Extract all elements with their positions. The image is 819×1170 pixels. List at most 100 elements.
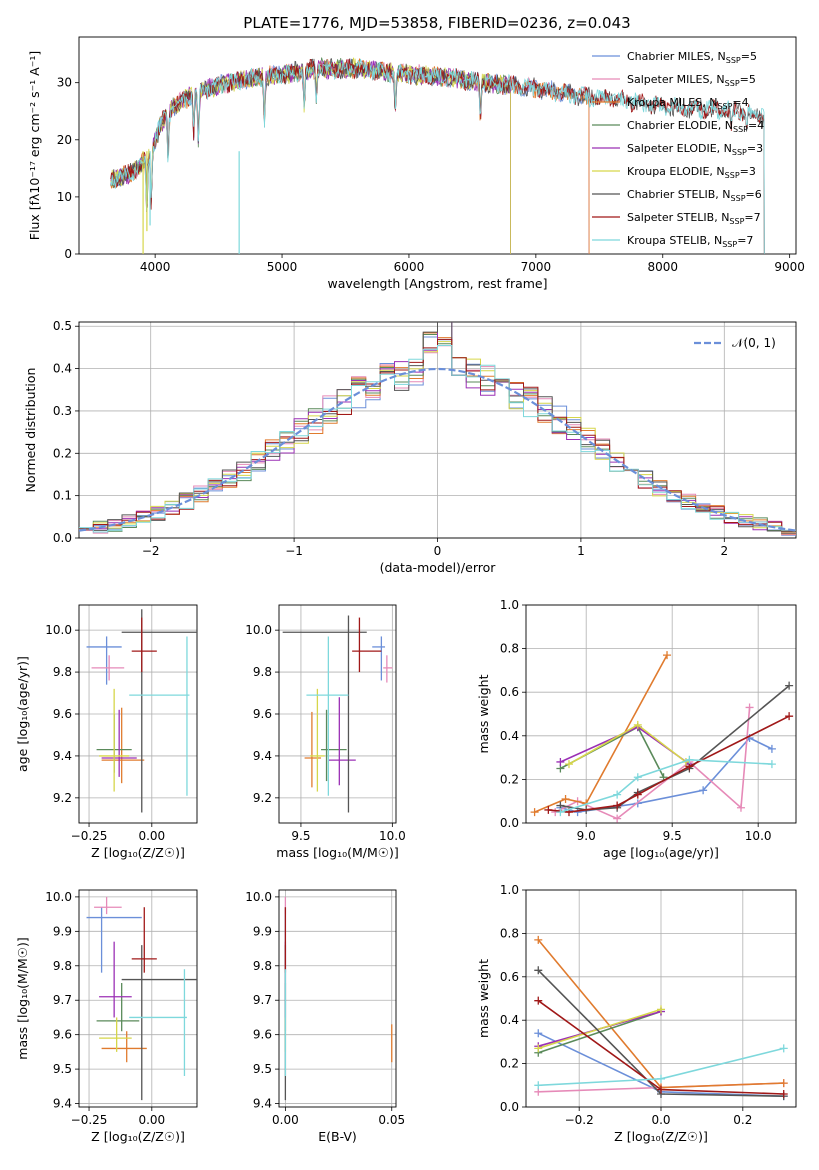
- series-marker: [633, 790, 642, 799]
- series-line: [560, 737, 773, 813]
- point-salpeter-stelib: [352, 617, 382, 673]
- series-marker: [534, 1029, 543, 1038]
- series-marker: [785, 681, 794, 690]
- series-marker: [657, 1085, 665, 1094]
- y-axis-label: Normed distribution: [23, 368, 38, 493]
- y-tick-label: 9.4: [53, 1097, 72, 1111]
- series-marker: [534, 935, 543, 944]
- plot-frame: [78, 604, 198, 824]
- x-tick-label: 10.0: [745, 829, 772, 843]
- y-tick-label: 10: [57, 190, 72, 204]
- y-tick-label: 10.0: [45, 623, 72, 637]
- x-tick-label: 5000: [267, 260, 298, 274]
- x-tick-label: 1: [577, 544, 585, 558]
- plot-frame: [78, 36, 797, 255]
- legend-label-chabrier-elodie: Chabrier ELODIE, NSSP=4: [627, 119, 764, 134]
- series-kroupa-stelib: [556, 755, 776, 817]
- plot-frame: [525, 604, 797, 824]
- y-tick-label: 0.0: [53, 531, 72, 545]
- point-kroupa-stelib: [129, 636, 190, 796]
- point-chabrier-stelib: [121, 609, 197, 813]
- series-marker: [564, 760, 573, 769]
- x-axis-label: age [log₁₀(age/yr)]: [603, 845, 719, 860]
- x-tick-label: −0.25: [71, 829, 108, 843]
- y-tick-label: 9.9: [53, 924, 72, 938]
- series-salpeter-elodie: [556, 723, 694, 769]
- y-tick-label: 9.5: [53, 1062, 72, 1076]
- y-tick-label: 9.7: [253, 993, 272, 1007]
- age-vs-mass-points: [282, 615, 393, 813]
- x-axis-label: mass [log₁₀(M/M☉)]: [276, 845, 398, 860]
- y-axis-label: Flux [fλ10⁻¹⁷ erg cm⁻² s⁻¹ A⁻¹]: [27, 51, 42, 240]
- x-tick-label: 8000: [647, 260, 678, 274]
- y-tick-label: 0.1: [53, 489, 72, 503]
- x-tick-label: −0.25: [71, 1113, 108, 1127]
- x-tick-label: 0.00: [138, 1113, 165, 1127]
- plot-frame: [525, 889, 797, 1108]
- y-tick-label: 0.8: [500, 642, 519, 656]
- series-marker: [534, 1081, 543, 1090]
- y-tick-label: 30: [57, 76, 72, 90]
- series-marker: [699, 786, 708, 795]
- series-marker: [779, 1079, 788, 1088]
- point-salpeter-stelib: [131, 617, 157, 673]
- x-tick-label: −2: [142, 544, 160, 558]
- y-tick-label: 9.4: [253, 749, 272, 763]
- y-tick-label: 0.2: [53, 446, 72, 460]
- plot-frame: [78, 889, 198, 1108]
- series-marker: [556, 757, 565, 766]
- weight-vs-Z-axes: −0.2 0.0 0.2 0.0 0.2 0.4 0.6 0.8 1.0 Z [log₁₀(Z/Z…: [476, 883, 797, 1144]
- x-tick-label: −1: [285, 544, 303, 558]
- x-tick-label: 0.2: [733, 1113, 752, 1127]
- y-tick-label: 10.0: [245, 623, 272, 637]
- series-marker: [613, 814, 622, 823]
- y-tick-label: 9.6: [253, 707, 272, 721]
- point-chabrier-miles: [86, 636, 122, 685]
- y-tick-label: 9.2: [253, 791, 272, 805]
- y-tick-label: 0.6: [500, 685, 519, 699]
- series-marker: [633, 773, 642, 782]
- y-tick-label: 9.7: [53, 993, 72, 1007]
- series-marker: [534, 966, 543, 975]
- point-chabrier-elodie: [321, 709, 347, 782]
- histogram-chabrier-stelib: [79, 322, 796, 532]
- point-chabrier-miles: [86, 907, 142, 973]
- x-tick-label: 9000: [774, 260, 805, 274]
- x-tick-label: 4000: [140, 260, 171, 274]
- x-tick-label: 7000: [521, 260, 552, 274]
- legend-label-normal: 𝒩(0, 1): [732, 336, 776, 350]
- x-axis-label: Z [log₁₀(Z/Z☉)]: [91, 1129, 185, 1144]
- weight-vs-age-axes: 9.0 9.5 10.0 0.0 0.2 0.4 0.6 0.8 1.0 age [log₁₀(a…: [476, 598, 797, 860]
- x-tick-label: 0.00: [138, 829, 165, 843]
- legend-label-kroupa-stelib: Kroupa STELIB, NSSP=7: [627, 234, 753, 249]
- series-line: [554, 707, 751, 820]
- normal-curve: [79, 367, 796, 532]
- legend-label-salpeter-stelib: Salpeter STELIB, NSSP=7: [627, 211, 761, 226]
- x-tick-label: 2: [720, 544, 728, 558]
- point-kroupa-elodie: [310, 688, 325, 792]
- point-kroupa-elodie: [99, 688, 130, 792]
- y-axis-label: mass weight: [476, 674, 491, 753]
- point-chabrier-stelib: [121, 945, 197, 1101]
- series-marker: [767, 760, 776, 769]
- y-tick-label: 9.9: [253, 924, 272, 938]
- y-tick-label: 9.8: [53, 959, 72, 973]
- series-marker: [767, 744, 776, 753]
- series-line: [560, 758, 772, 813]
- legend-label-kroupa-elodie: Kroupa ELODIE, NSSP=3: [627, 165, 756, 180]
- y-tick-label: 0.0: [500, 816, 519, 830]
- x-axis-label: Z [log₁₀(Z/Z☉)]: [614, 1129, 708, 1144]
- point-kroupa-stelib: [306, 636, 349, 796]
- y-tick-label: 9.6: [253, 1028, 272, 1042]
- y-tick-label: 0.4: [500, 729, 519, 743]
- series-marker: [663, 651, 672, 660]
- y-tick-label: 0.3: [53, 404, 72, 418]
- series-marker: [779, 1089, 788, 1098]
- page-title: PLATE=1776, MJD=53858, FIBERID=0236, z=0…: [243, 14, 630, 32]
- plot-frame: [278, 604, 397, 824]
- series-marker: [613, 790, 622, 799]
- series-marker: [685, 755, 694, 764]
- x-tick-label: 0.00: [272, 1113, 299, 1127]
- series-marker: [530, 808, 539, 817]
